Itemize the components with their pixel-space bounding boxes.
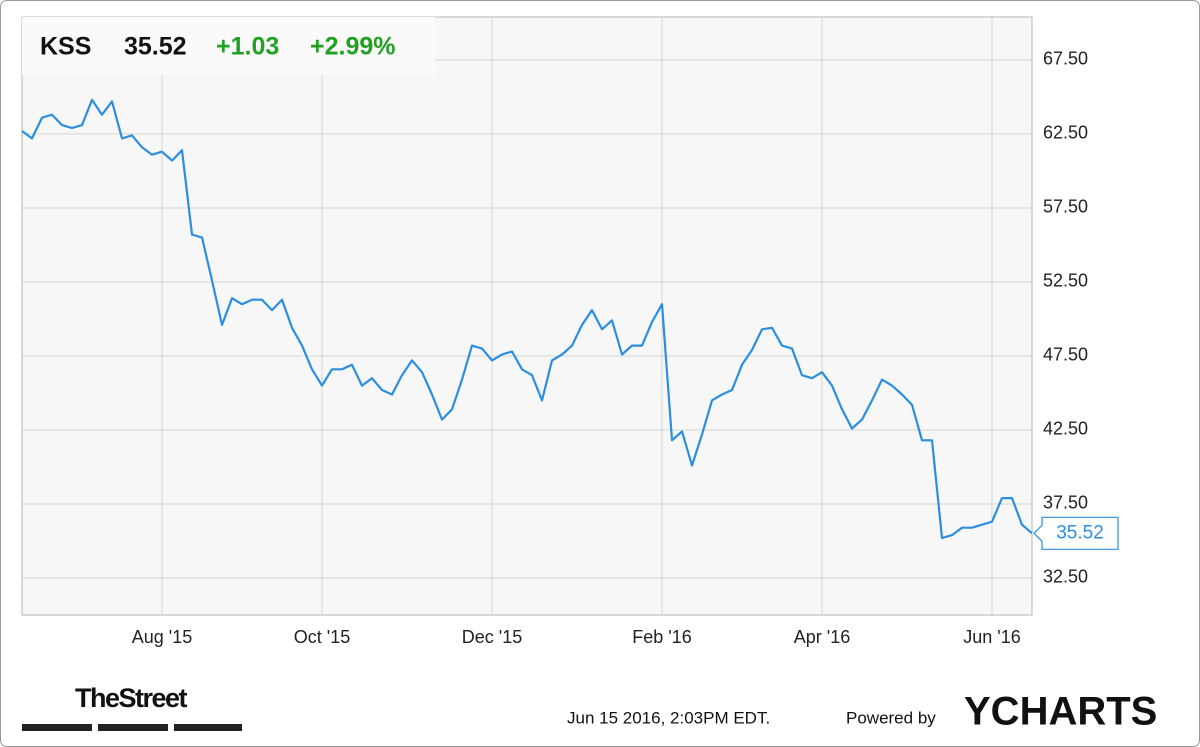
y-tick-label: 42.50 (1043, 419, 1088, 439)
price-line (21, 98, 1033, 540)
change-percent: +2.99% (310, 33, 396, 61)
y-tick-label: 62.50 (1043, 123, 1088, 143)
y-tick-label: 57.50 (1043, 197, 1088, 217)
quote-box (22, 17, 435, 75)
x-tick-label: Apr '16 (794, 627, 850, 647)
y-tick-label: 52.50 (1043, 271, 1088, 291)
x-tick-label: Jun '16 (963, 627, 1020, 647)
logo-bar (174, 724, 242, 731)
x-tick-label: Oct '15 (294, 627, 350, 647)
last-value-label: 35.52 (1056, 522, 1104, 543)
timestamp: Jun 15 2016, 2:03PM EDT. (567, 708, 770, 727)
y-tick-label: 32.50 (1043, 567, 1088, 587)
y-tick-label: 47.50 (1043, 345, 1088, 365)
y-tick-label: 37.50 (1043, 493, 1088, 513)
x-tick-label: Feb '16 (632, 627, 691, 647)
logo-bar (98, 724, 168, 731)
series (21, 98, 1033, 540)
powered-by: Powered by (846, 708, 936, 727)
price: 35.52 (124, 33, 187, 61)
logo-bar (22, 724, 92, 731)
x-tick-label: Dec '15 (462, 627, 522, 647)
publisher: TheStreet (75, 683, 188, 713)
last-value-tag (1033, 516, 1119, 550)
x-tick-label: Aug '15 (132, 627, 193, 647)
y-tick-label: 67.50 (1043, 49, 1088, 69)
brand: YCHARTS (964, 690, 1157, 734)
ticker: KSS (40, 33, 91, 61)
change: +1.03 (216, 33, 279, 61)
plot-area (21, 16, 1033, 616)
